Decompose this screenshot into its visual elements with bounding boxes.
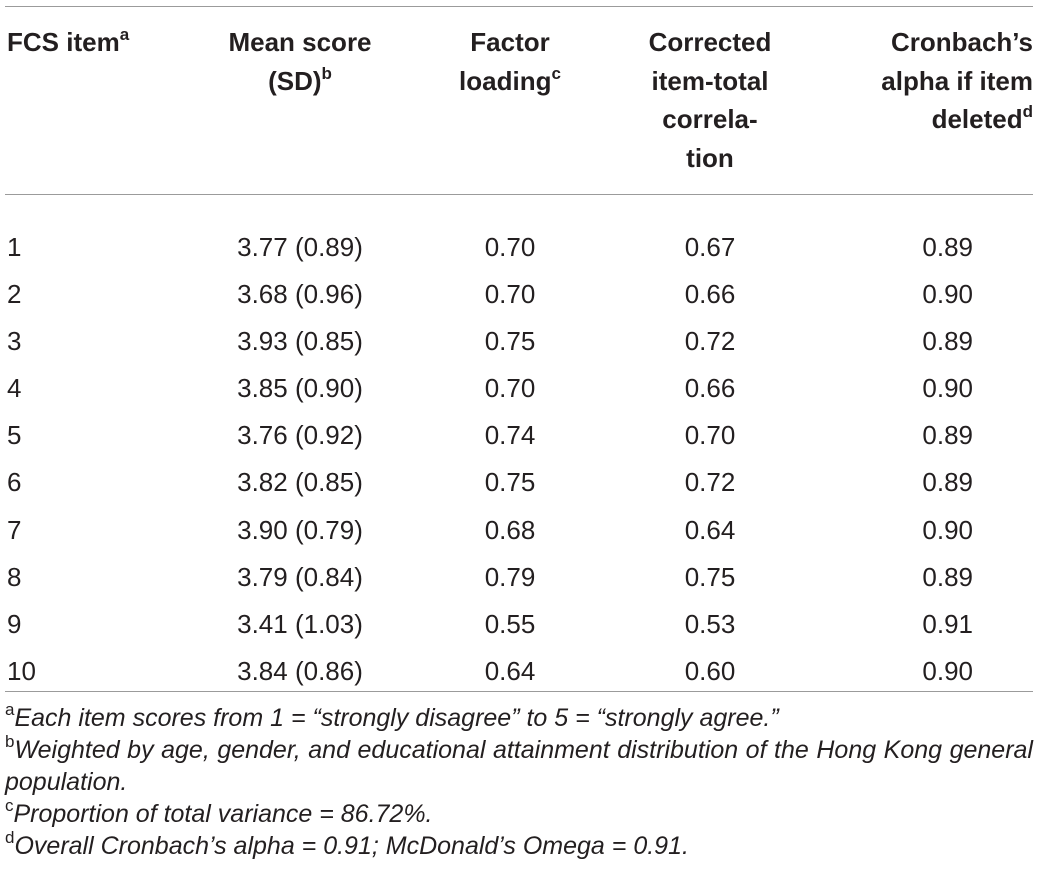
cell-mean-score: 3.82 (0.85) [237,467,363,498]
cell-factor-loading: 0.70 [484,373,536,404]
cell-item-number: 3 [7,326,22,357]
cell-alpha-if-deleted: 0.89 [922,420,973,451]
cell-item-number: 1 [7,232,22,262]
cell-mean-score: 3.68 (0.96) [237,279,363,310]
cell-item-number: 8 [7,561,22,592]
cell-mean-score: 3.76 (0.92) [237,420,363,451]
cell-alpha-if-deleted: 0.89 [922,232,973,262]
cell-mean-score: 3.93 (0.85) [237,326,363,357]
cell-mean-score: 3.90 (0.79) [237,514,363,545]
cell-alpha-if-deleted: 0.90 [922,655,973,686]
cell-item-total-correlation: 0.66 [684,279,736,310]
cell-item-number: 5 [7,420,22,451]
cell-item-number: 9 [7,608,22,639]
footnote-d: dOverall Cronbach’s alpha = 0.91; McDona… [5,828,689,860]
top-rule [5,6,1033,7]
cell-item-total-correlation: 0.75 [684,561,736,592]
table-row: 6 3.82 (0.85) 0.75 0.72 0.89 [5,459,1033,506]
cell-factor-loading: 0.68 [484,514,536,545]
cell-alpha-if-deleted: 0.89 [922,326,973,357]
footnote-a: aEach item scores from 1 = “strongly dis… [5,700,779,732]
cell-alpha-if-deleted: 0.90 [922,514,973,545]
header-corrected-item-total-correlation: Corrected item-total correla-tion [648,27,772,173]
cell-alpha-if-deleted: 0.89 [922,467,973,498]
cell-factor-loading: 0.64 [484,655,536,686]
cell-item-total-correlation: 0.60 [684,655,736,686]
table-row: 1 3.77 (0.89) 0.70 0.67 0.89 [5,210,1033,271]
cell-alpha-if-deleted: 0.89 [922,561,973,592]
table-row: 7 3.90 (0.79) 0.68 0.64 0.90 [5,506,1033,553]
table-row: 4 3.85 (0.90) 0.70 0.66 0.90 [5,365,1033,412]
cell-item-total-correlation: 0.64 [684,514,736,545]
cell-item-total-correlation: 0.53 [684,608,736,639]
cell-mean-score: 3.77 (0.89) [237,232,363,262]
table-row: 10 3.84 (0.86) 0.64 0.60 0.90 [5,648,1033,695]
header-cronbach-alpha: Cronbach’s alpha if item deletedd [881,27,1033,134]
table-row: 5 3.76 (0.92) 0.74 0.70 0.89 [5,412,1033,459]
table-footnotes: aEach item scores from 1 = “strongly dis… [5,700,1033,862]
table-row: 3 3.93 (0.85) 0.75 0.72 0.89 [5,318,1033,365]
cell-item-number: 4 [7,373,22,404]
cell-item-total-correlation: 0.70 [684,420,736,451]
header-mean-score: Mean score (SD)b [228,27,372,96]
cell-factor-loading: 0.70 [484,279,536,310]
cell-alpha-if-deleted: 0.90 [922,373,973,404]
footnote-b: bWeighted by age, gender, and educationa… [5,732,1033,796]
bottom-rule [5,691,1033,692]
cell-item-number: 10 [7,655,36,686]
table-row: 9 3.41 (1.03) 0.55 0.53 0.91 [5,601,1033,648]
cell-mean-score: 3.84 (0.86) [237,655,363,686]
cell-item-total-correlation: 0.72 [684,467,736,498]
header-rule [5,194,1033,195]
cell-item-number: 6 [7,467,22,498]
cell-factor-loading: 0.74 [484,420,536,451]
cell-item-number: 7 [7,514,22,545]
cell-factor-loading: 0.75 [484,326,536,357]
cell-factor-loading: 0.79 [484,561,536,592]
cell-item-total-correlation: 0.72 [684,326,736,357]
cell-item-total-correlation: 0.67 [684,232,736,262]
header-fcs-item: FCS itema [7,25,130,57]
cell-item-number: 2 [7,279,22,310]
footnote-c: cProportion of total variance = 86.72%. [5,796,433,828]
cell-mean-score: 3.79 (0.84) [237,561,363,592]
header-factor-loading: Factor loadingc [459,27,561,96]
fcs-item-table: FCS itema Mean score (SD)b Factor loadingc… [5,7,1033,695]
cell-alpha-if-deleted: 0.91 [922,608,973,639]
cell-item-total-correlation: 0.66 [684,373,736,404]
table-row: 8 3.79 (0.84) 0.79 0.75 0.89 [5,554,1033,601]
cell-mean-score: 3.41 (1.03) [237,608,363,639]
cell-factor-loading: 0.70 [484,232,536,262]
header-row: FCS itema Mean score (SD)b Factor loadingc… [5,7,1033,210]
cell-factor-loading: 0.55 [484,608,536,639]
cell-alpha-if-deleted: 0.90 [922,279,973,310]
cell-factor-loading: 0.75 [484,467,536,498]
cell-mean-score: 3.85 (0.90) [237,373,363,404]
table-row: 2 3.68 (0.96) 0.70 0.66 0.90 [5,271,1033,318]
